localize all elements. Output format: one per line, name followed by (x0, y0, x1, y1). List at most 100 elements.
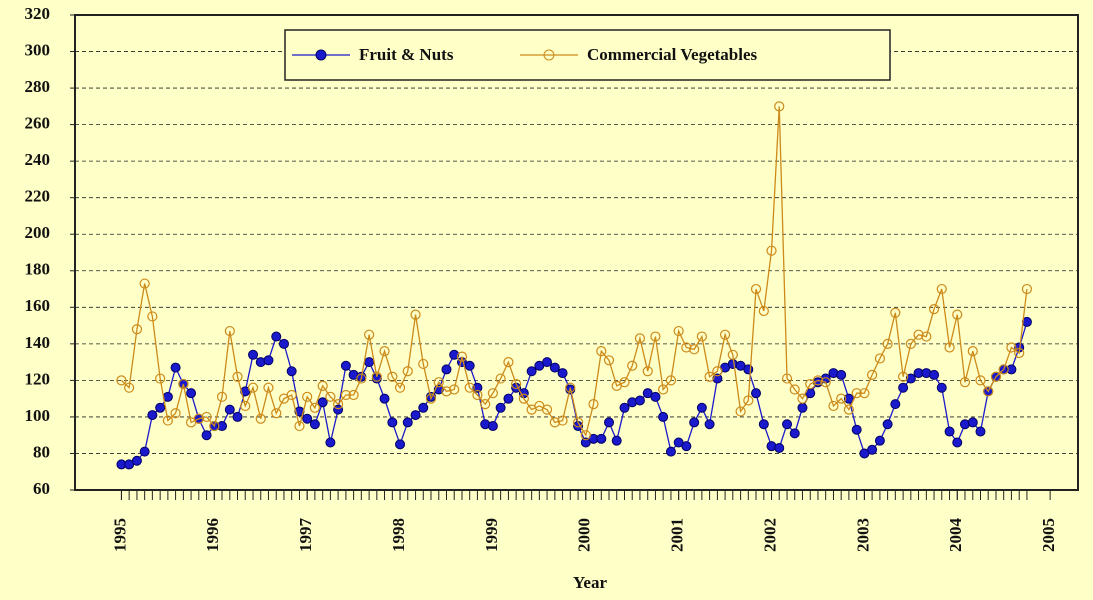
data-point (611, 435, 622, 446)
data-point (147, 410, 158, 421)
data-point (898, 382, 909, 393)
data-point (472, 382, 483, 393)
data-point (890, 399, 901, 410)
data-point (224, 404, 235, 415)
data-point (975, 426, 986, 437)
data-point (402, 366, 413, 377)
data-point (333, 404, 344, 415)
data-point (495, 402, 506, 413)
data-point (921, 331, 932, 342)
data-point (356, 373, 367, 384)
legend: Fruit & Nuts Commercial Vegetables (284, 29, 891, 81)
data-point (209, 420, 220, 432)
data-point (689, 417, 700, 428)
data-point (387, 417, 398, 428)
legend-marker (315, 49, 327, 61)
data-point (495, 373, 506, 384)
data-point (603, 355, 615, 366)
data-point (588, 399, 599, 410)
data-point (418, 402, 429, 413)
data-point (294, 420, 305, 432)
data-point (224, 325, 235, 337)
data-point (317, 380, 328, 391)
series-line (120, 106, 1028, 437)
data-point (549, 362, 560, 373)
x-tick-label: 2001 (668, 518, 687, 552)
data-point (541, 404, 553, 415)
data-point (665, 446, 676, 457)
data-point (905, 338, 916, 349)
data-point (557, 415, 568, 426)
data-point (155, 373, 166, 384)
data-point (387, 371, 398, 382)
data-point (278, 338, 289, 349)
data-point (418, 358, 429, 370)
data-point (836, 369, 847, 380)
y-tick-label: 200 (25, 223, 51, 242)
y-tick-label: 260 (25, 114, 51, 133)
data-point (634, 333, 646, 344)
data-point (572, 417, 584, 428)
data-point (634, 395, 645, 406)
data-point (216, 391, 228, 402)
data-point (642, 366, 653, 377)
y-tick-label: 80 (33, 442, 50, 461)
data-point (712, 366, 723, 377)
data-point (898, 371, 909, 382)
data-point (286, 389, 297, 401)
data-point (797, 393, 808, 404)
data-point (464, 360, 475, 371)
data-point (232, 371, 243, 382)
data-point (967, 346, 978, 357)
data-point (286, 366, 297, 377)
data-point (449, 384, 460, 395)
data-point (147, 311, 158, 322)
data-point (983, 386, 994, 397)
data-point (348, 389, 359, 401)
data-point (650, 391, 661, 402)
data-point (271, 331, 282, 342)
data-point (867, 444, 878, 455)
data-point (139, 446, 150, 457)
data-point (929, 369, 940, 380)
y-tick-label: 140 (25, 333, 51, 352)
data-point (193, 413, 204, 424)
data-point (480, 399, 491, 410)
data-point (518, 393, 529, 404)
data-point (487, 421, 498, 432)
data-point (681, 441, 692, 452)
legend-marker (543, 49, 555, 61)
data-point (487, 388, 499, 399)
data-point (936, 283, 947, 295)
data-point (116, 375, 127, 386)
y-tick-label: 100 (25, 406, 51, 425)
data-point (131, 455, 142, 466)
data-point (596, 346, 607, 357)
data-point (665, 375, 677, 386)
data-point (727, 349, 738, 360)
data-point (998, 364, 1009, 375)
data-point (542, 357, 553, 368)
data-point (371, 371, 382, 382)
data-point (364, 357, 375, 368)
data-point (309, 402, 320, 413)
y-tick-label: 320 (25, 4, 51, 23)
legend-label: Commercial Vegetables (587, 45, 758, 64)
data-point (689, 344, 700, 355)
legend-box (284, 29, 891, 81)
x-tick-label: 2000 (575, 518, 594, 552)
data-point (774, 101, 785, 112)
data-point (928, 304, 940, 315)
y-tick-label: 180 (25, 260, 51, 279)
data-point (596, 433, 607, 444)
data-point (696, 402, 707, 413)
x-tick-label: 2004 (946, 518, 965, 553)
data-point (131, 324, 143, 335)
data-point (410, 309, 421, 320)
data-point (557, 368, 568, 379)
data-point (549, 417, 560, 428)
data-point (758, 305, 769, 317)
data-point (789, 384, 800, 395)
data-point (812, 375, 824, 386)
